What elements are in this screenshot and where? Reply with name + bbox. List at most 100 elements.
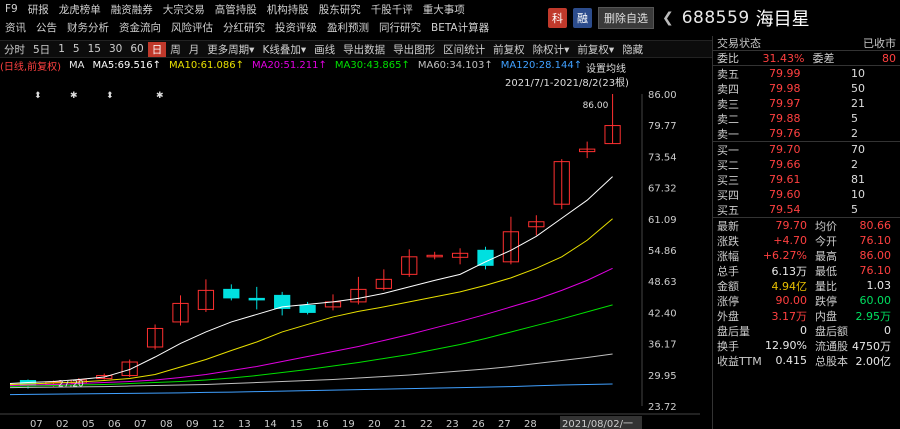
toolbar-item[interactable]: 60 [130, 43, 144, 55]
ask-row: 卖三 79.97 21 [713, 96, 900, 111]
stat-label: 换手 [717, 339, 739, 353]
stat-value: 0 [800, 324, 807, 337]
toolbar-item[interactable]: 前复权▾ [577, 43, 615, 56]
menu-item[interactable]: 公告 [36, 21, 57, 34]
menu-item[interactable]: 大宗交易 [162, 3, 205, 16]
menu-item[interactable]: 股东研究 [318, 3, 361, 16]
menu-item[interactable]: 千股千评 [370, 3, 413, 16]
remove-favorite-button[interactable]: 删除自选 [598, 7, 654, 29]
range-label: 2021/7/1-2021/8/2(23根) [505, 78, 629, 89]
toolbar-item[interactable]: 5 [72, 43, 80, 55]
ma120-line [9, 383, 613, 396]
toolbar-item[interactable]: 15 [87, 43, 101, 55]
menu-item[interactable]: 分红研究 [223, 21, 265, 34]
candle-body [401, 256, 418, 275]
stat-label: 内盘 [815, 309, 837, 323]
stat-label: 收益TTM [717, 354, 762, 368]
toolbar-item[interactable]: 前复权 [493, 43, 525, 56]
menu-item[interactable]: 风险评估 [171, 21, 213, 34]
toolbar-item[interactable]: 更多周期▾ [207, 43, 255, 56]
weibi-value: 31.43% [762, 51, 805, 65]
order-volume: 2 [851, 127, 858, 140]
x-tick-label: 22 [420, 419, 433, 429]
kline-chart[interactable]: 86.00 79.77 73.54 67.32 61.09 54.86 48.63 42.40… [0, 88, 712, 429]
star-market-badge[interactable]: 科 [548, 8, 567, 28]
stats-row: 收益TTM 0.415 总股本 2.00亿 [713, 353, 900, 368]
toolbar-item[interactable]: 隐藏 [622, 43, 644, 56]
chart-toolbar: 分时 5日 1 5 15 30 60 日周月更多周期▾ K线叠加▾ 画线 导出数据 导出图形 区间统计前… [0, 40, 712, 58]
order-volume: 10 [851, 188, 865, 201]
y-tick-label: 54.86 [648, 246, 677, 257]
toolbar-item[interactable]: 画线 [314, 43, 336, 56]
toolbar-item[interactable]: 月 [188, 43, 200, 56]
trade-status-value: 已收市 [863, 37, 896, 50]
candle-body [553, 161, 570, 205]
low-annotation: 27.20 [58, 380, 84, 390]
weibi-label: 委比 [717, 52, 739, 65]
order-level-label: 买一 [717, 143, 739, 157]
x-tick-label: 20 [368, 419, 381, 429]
toolbar-item[interactable]: 导出图形 [393, 43, 436, 56]
menu-item[interactable]: 重大事项 [422, 3, 465, 16]
toolbar-item[interactable]: 1 [58, 43, 65, 55]
order-price: 79.54 [769, 203, 801, 216]
stat-label: 最高 [815, 249, 837, 263]
x-tick-label: 28 [524, 419, 537, 429]
toolbar-item[interactable]: K线叠加▾ [262, 43, 307, 56]
menu-item[interactable]: 资讯 [5, 21, 26, 34]
menu-item[interactable]: 资金流向 [119, 21, 161, 34]
x-tick-label: 02 [56, 419, 69, 429]
stat-value: 0 [884, 324, 891, 337]
ma-settings-button[interactable]: 设置均线 [586, 64, 626, 75]
stats-row: 最新 79.70 均价 80.66 [713, 218, 900, 233]
trade-status-row: 交易状态 已收市 [713, 36, 900, 51]
x-tick-label: 2021/08/02/一 [562, 419, 633, 429]
candle-body [197, 289, 215, 310]
stat-value: +4.70 [773, 234, 807, 247]
menu-item[interactable]: 机构持股 [266, 3, 309, 16]
candle-body [528, 221, 545, 228]
x-tick-label: 15 [290, 419, 303, 429]
toolbar-item[interactable]: 分时 [4, 43, 25, 56]
candle-body [248, 297, 265, 301]
menu-item[interactable]: 同行研究 [379, 21, 421, 34]
order-price: 79.99 [769, 67, 801, 80]
menu-item[interactable]: 龙虎榜单 [58, 3, 101, 16]
menu-item[interactable]: F9 [5, 3, 18, 15]
menu-item[interactable]: 研报 [27, 3, 49, 16]
quote-panel: 交易状态 已收市 委比 31.43% 委差 80 卖五 79.99 10 卖四 79.9… [712, 36, 900, 429]
prev-stock-icon[interactable]: ❮ [662, 10, 674, 26]
ask-row: 卖二 79.88 5 [713, 111, 900, 126]
y-tick-label: 61.09 [648, 215, 677, 226]
margin-badge[interactable]: 融 [573, 8, 592, 28]
toolbar-item[interactable]: 周 [170, 43, 181, 56]
toolbar-item[interactable]: 5日 [33, 43, 51, 56]
toolbar-item[interactable]: 日 [147, 41, 167, 57]
candle-body [451, 252, 469, 258]
menu-row-1: F9 研报 龙虎榜单 融资融券 大宗交易 高管持股 机构持股 股东研究 千股千评 重大事项 [0, 0, 712, 18]
toolbar-item[interactable]: 区间统计 [443, 43, 486, 56]
weibi-row: 委比 31.43% 委差 80 [713, 51, 900, 66]
bid-row: 买一 79.70 70 [713, 142, 900, 157]
y-tick-label: 86.00 [648, 90, 677, 101]
stat-label: 跌停 [815, 294, 837, 308]
menu-item[interactable]: 财务分析 [67, 21, 109, 34]
kline-chart-svg[interactable]: 86.00 79.77 73.54 67.32 61.09 54.86 48.63 42.40… [0, 88, 712, 429]
toolbar-item[interactable]: 30 [108, 43, 123, 55]
x-tick-label: 07 [30, 419, 43, 429]
x-tick-label: 26 [472, 419, 485, 429]
toolbar-item[interactable]: 除权计▾ [532, 43, 570, 56]
order-volume: 21 [851, 97, 865, 110]
ask-row: 卖四 79.98 50 [713, 81, 900, 96]
menu-item[interactable]: BETA计算器 [431, 21, 490, 34]
ask-book: 卖五 79.99 10 卖四 79.98 50 卖三 79.97 21 卖二 79.88 5 卖一 79.… [713, 66, 900, 141]
toolbar-item[interactable]: 导出数据 [343, 43, 386, 56]
stat-label: 涨跌 [717, 234, 739, 248]
menu-item[interactable]: 投资评级 [275, 21, 317, 34]
menu-item[interactable]: 融资融券 [110, 3, 153, 16]
stat-value: 2.95万 [855, 309, 892, 323]
menu-item[interactable]: 盈利预测 [327, 21, 369, 34]
order-volume: 70 [851, 143, 865, 156]
stock-name: 海目星 [755, 9, 810, 30]
menu-item[interactable]: 高管持股 [214, 3, 257, 16]
